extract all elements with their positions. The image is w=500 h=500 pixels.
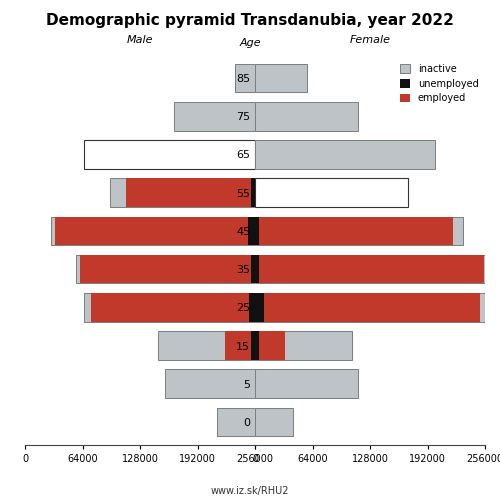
Bar [255,178,408,207]
Bar [255,331,352,360]
Bar [235,64,255,92]
Bar [255,255,493,284]
Bar [252,178,255,207]
Text: Demographic pyramid Transdanubia, year 2022: Demographic pyramid Transdanubia, year 2… [46,12,454,28]
Bar [174,102,255,130]
Bar [51,216,255,245]
Bar [248,293,255,322]
Bar [250,331,255,360]
Bar [255,293,480,322]
Text: Male: Male [127,36,153,46]
Bar [255,331,260,360]
Bar [255,216,260,245]
Bar [218,408,255,436]
Bar [255,408,292,436]
Bar [248,216,255,245]
Bar [255,370,358,398]
Bar [255,216,464,245]
Bar [80,255,255,284]
Bar [110,178,255,207]
Bar [255,255,260,284]
Bar [92,293,255,322]
Text: www.iz.sk/RHU2: www.iz.sk/RHU2 [211,486,289,496]
Bar [255,140,434,169]
Bar [84,140,255,169]
Bar [255,331,284,360]
Bar [76,255,255,284]
Bar [255,255,484,284]
Text: Female: Female [350,36,391,46]
Legend: inactive, unemployed, employed: inactive, unemployed, employed [396,60,482,108]
Bar [250,255,255,284]
Bar [226,331,255,360]
Bar [54,216,255,245]
Bar [255,293,264,322]
Text: Age: Age [239,38,261,48]
Bar [255,293,493,322]
Bar [255,64,307,92]
Bar [84,293,255,322]
Bar [158,331,255,360]
Bar [165,370,255,398]
Bar [255,102,358,130]
Bar [255,216,452,245]
Bar [126,178,255,207]
